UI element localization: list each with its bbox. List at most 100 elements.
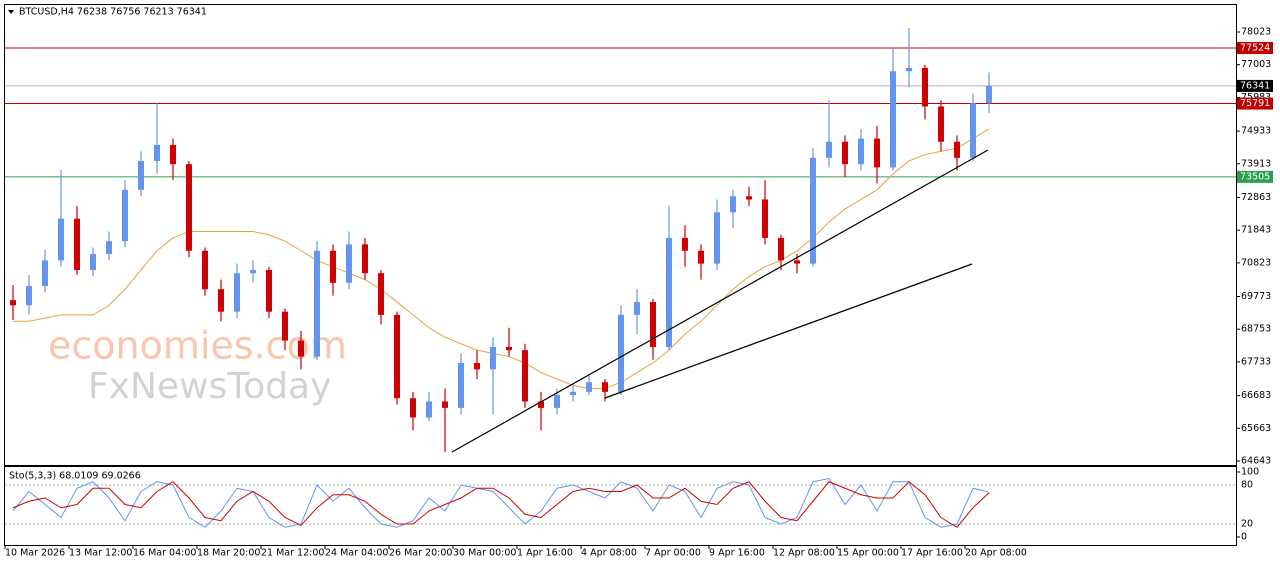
candle-body bbox=[314, 250, 320, 357]
candle-body bbox=[74, 218, 80, 270]
candle-body bbox=[266, 269, 272, 312]
candle-body bbox=[762, 199, 768, 238]
candle-body bbox=[554, 395, 560, 408]
y-tick-label: 70823 bbox=[1241, 257, 1271, 268]
candle-body bbox=[426, 401, 432, 418]
y-tick-label: 74933 bbox=[1241, 126, 1271, 137]
candle-body bbox=[682, 237, 688, 251]
candle-body bbox=[938, 106, 944, 142]
chart-header: BTCUSD,H4 76238 76756 76213 76341 bbox=[19, 7, 207, 18]
candle-body bbox=[666, 237, 672, 347]
candle-body bbox=[986, 85, 992, 104]
x-tick-label: 18 Mar 20:00 bbox=[197, 548, 260, 559]
candle-body bbox=[730, 196, 736, 213]
trend-line bbox=[451, 149, 989, 453]
y-tick-label: 65663 bbox=[1241, 423, 1271, 434]
menu-arrow[interactable] bbox=[8, 10, 14, 14]
candle-body bbox=[970, 103, 976, 158]
y-tick-label: 64643 bbox=[1241, 455, 1271, 466]
y-tick-label: 77003 bbox=[1241, 59, 1271, 70]
x-tick-label: 30 Mar 00:00 bbox=[453, 548, 516, 559]
sub-frame bbox=[4, 466, 1237, 546]
candle-body bbox=[618, 314, 624, 392]
stochastic-line bbox=[12, 477, 990, 528]
candle-body bbox=[362, 244, 368, 274]
candle-body bbox=[538, 401, 544, 408]
y-tick-label: 100 bbox=[1241, 467, 1259, 478]
moving-average bbox=[13, 128, 990, 390]
level-label-box bbox=[1237, 97, 1273, 110]
x-tick-label: 7 Apr 00:00 bbox=[645, 548, 701, 559]
x-tick-label: 21 Mar 12:00 bbox=[261, 548, 324, 559]
candle-body bbox=[330, 250, 336, 283]
indicator-title: Sto(5,3,3) 68.0109 69.0266 bbox=[9, 471, 141, 482]
trend-line bbox=[604, 263, 973, 399]
candle-body bbox=[378, 273, 384, 315]
candle-body bbox=[826, 141, 832, 158]
candle-body bbox=[154, 144, 160, 161]
y-tick-label: 67733 bbox=[1241, 356, 1271, 367]
level-label: 77524 bbox=[1240, 42, 1270, 53]
candle-body bbox=[714, 212, 720, 264]
y-tick-label: 0 bbox=[1241, 532, 1247, 543]
level-label-box bbox=[1237, 41, 1273, 54]
candle-body bbox=[890, 71, 896, 168]
candle-body bbox=[874, 138, 880, 168]
watermark: economies.com FxNewsToday bbox=[48, 324, 347, 408]
candle-body bbox=[794, 260, 800, 264]
main-plot bbox=[5, 27, 1236, 453]
candle-body bbox=[42, 260, 48, 287]
watermark-text: FxNewsToday bbox=[88, 366, 331, 407]
x-tick-label: 15 Apr 00:00 bbox=[837, 548, 899, 559]
candle-body bbox=[778, 237, 784, 261]
y-tick-label: 69773 bbox=[1241, 291, 1271, 302]
candle-body bbox=[858, 138, 864, 165]
sub-plot bbox=[5, 477, 1236, 528]
candle-body bbox=[234, 273, 240, 312]
level-label: 75791 bbox=[1240, 98, 1270, 109]
candle-body bbox=[522, 350, 528, 402]
candle-body bbox=[490, 346, 496, 370]
x-tick-label: 16 Mar 04:00 bbox=[133, 548, 196, 559]
candle-body bbox=[202, 250, 208, 290]
x-tick-label: 9 Apr 16:00 bbox=[709, 548, 765, 559]
candle-body bbox=[474, 362, 480, 370]
y-tick-label: 75983 bbox=[1241, 92, 1271, 103]
candle-body bbox=[458, 362, 464, 408]
y-tick-label: 68753 bbox=[1241, 324, 1271, 335]
candle-body bbox=[698, 250, 704, 264]
x-tick-label: 17 Apr 16:00 bbox=[901, 548, 963, 559]
candle-body bbox=[10, 300, 16, 306]
candle-body bbox=[570, 391, 576, 396]
stochastic-line bbox=[12, 481, 990, 528]
candle-body bbox=[26, 286, 32, 306]
candle-body bbox=[442, 401, 448, 408]
candle-body bbox=[922, 68, 928, 107]
candle-body bbox=[170, 144, 176, 165]
candle-body bbox=[954, 141, 960, 158]
y-tick-label: 72863 bbox=[1241, 192, 1271, 203]
candle-body bbox=[298, 340, 304, 357]
candle-body bbox=[842, 141, 848, 165]
level-label: 76341 bbox=[1240, 80, 1270, 91]
level-label-box bbox=[1237, 170, 1273, 183]
candle-body bbox=[122, 189, 128, 242]
y-tick-label: 78023 bbox=[1241, 26, 1271, 37]
candle-body bbox=[810, 157, 816, 264]
candle-body bbox=[586, 382, 592, 392]
y-tick-label: 80 bbox=[1241, 480, 1253, 491]
candle-body bbox=[106, 241, 112, 254]
x-tick-label: 13 Mar 12:00 bbox=[69, 548, 132, 559]
y-tick-label: 66683 bbox=[1241, 390, 1271, 401]
candle-body bbox=[58, 218, 64, 261]
axes: 78023 77003 75983 74933 73913 72863 71843 70823… bbox=[4, 26, 1273, 559]
candle-body bbox=[138, 160, 144, 190]
candle-body bbox=[906, 68, 912, 72]
x-tick-label: 1 Apr 16:00 bbox=[517, 548, 573, 559]
candle-body bbox=[282, 311, 288, 341]
y-tick-label: 73913 bbox=[1241, 158, 1271, 169]
candle-body bbox=[410, 398, 416, 418]
candle-body bbox=[346, 244, 352, 283]
